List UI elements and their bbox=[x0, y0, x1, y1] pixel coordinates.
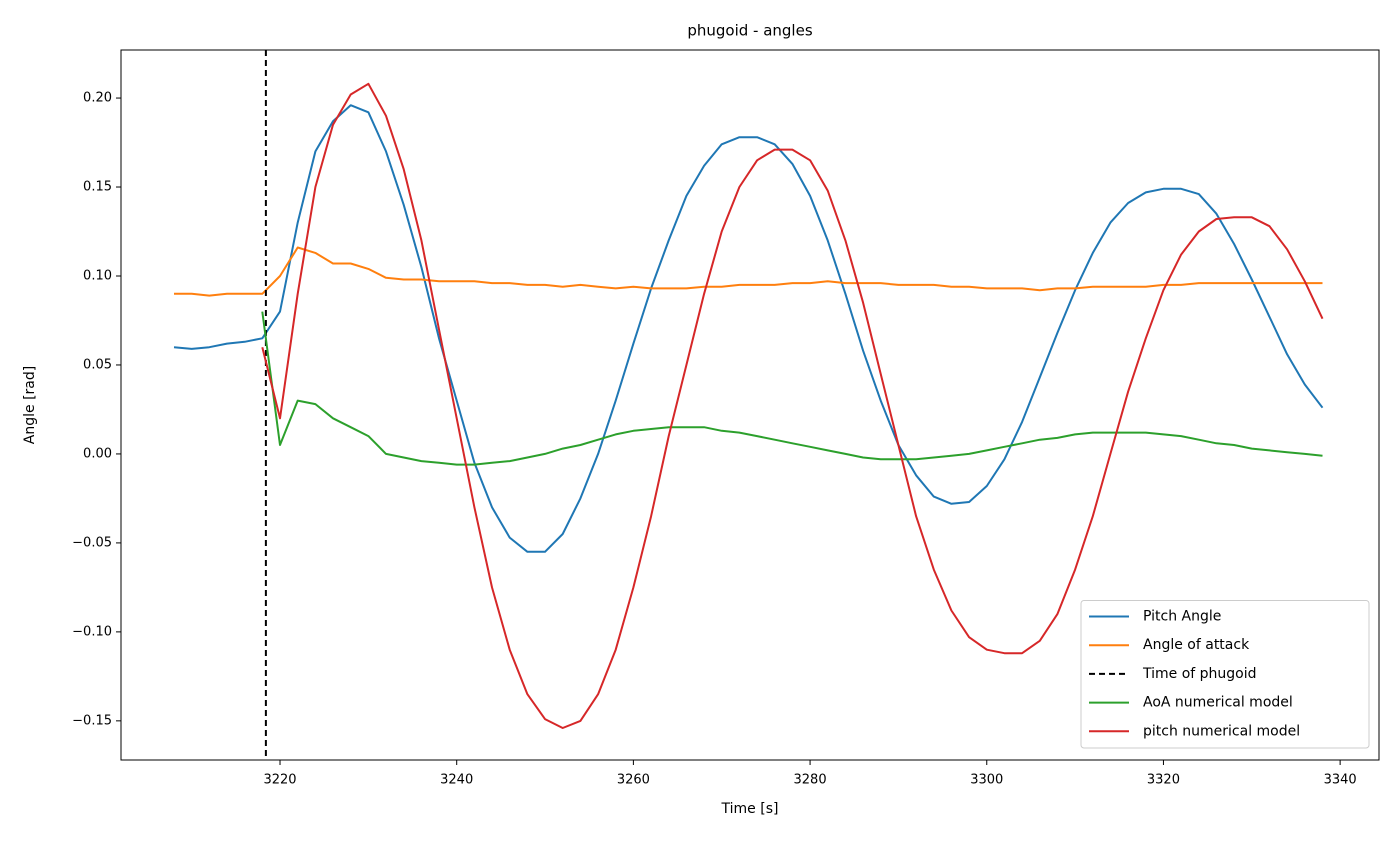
y-tick-label: −0.15 bbox=[72, 713, 112, 728]
x-tick-label: 3220 bbox=[263, 773, 296, 788]
y-tick-label: 0.00 bbox=[83, 446, 112, 461]
plot-frame bbox=[120, 49, 1380, 761]
y-tick-label: −0.05 bbox=[72, 535, 112, 550]
legend-label: AoA numerical model bbox=[1143, 695, 1293, 711]
series-line bbox=[173, 104, 1324, 553]
x-tick-label: 3280 bbox=[794, 773, 827, 788]
legend-box bbox=[1080, 600, 1370, 749]
y-tick-label: 0.05 bbox=[83, 357, 112, 372]
series-line bbox=[261, 311, 1323, 466]
x-tick-label: 3300 bbox=[970, 773, 1003, 788]
legend-label: Time of phugoid bbox=[1142, 666, 1257, 682]
y-tick-label: 0.15 bbox=[83, 180, 112, 195]
series-line bbox=[261, 82, 1324, 729]
x-axis-label: Time [s] bbox=[721, 801, 779, 817]
x-tick-label: 3260 bbox=[617, 773, 650, 788]
x-tick-label: 3240 bbox=[440, 773, 473, 788]
y-tick-label: 0.20 bbox=[83, 91, 112, 106]
x-tick-label: 3320 bbox=[1147, 773, 1180, 788]
legend-label: Pitch Angle bbox=[1143, 609, 1221, 625]
chart-title: phugoid - angles bbox=[687, 22, 812, 40]
y-tick-label: 0.10 bbox=[83, 268, 112, 283]
legend-label: pitch numerical model bbox=[1143, 723, 1300, 739]
legend-label: Angle of attack bbox=[1143, 637, 1250, 653]
series-line bbox=[174, 246, 1323, 297]
y-axis-label: Angle [rad] bbox=[22, 366, 38, 444]
y-tick-label: −0.10 bbox=[72, 624, 112, 639]
x-tick-label: 3340 bbox=[1324, 773, 1357, 788]
